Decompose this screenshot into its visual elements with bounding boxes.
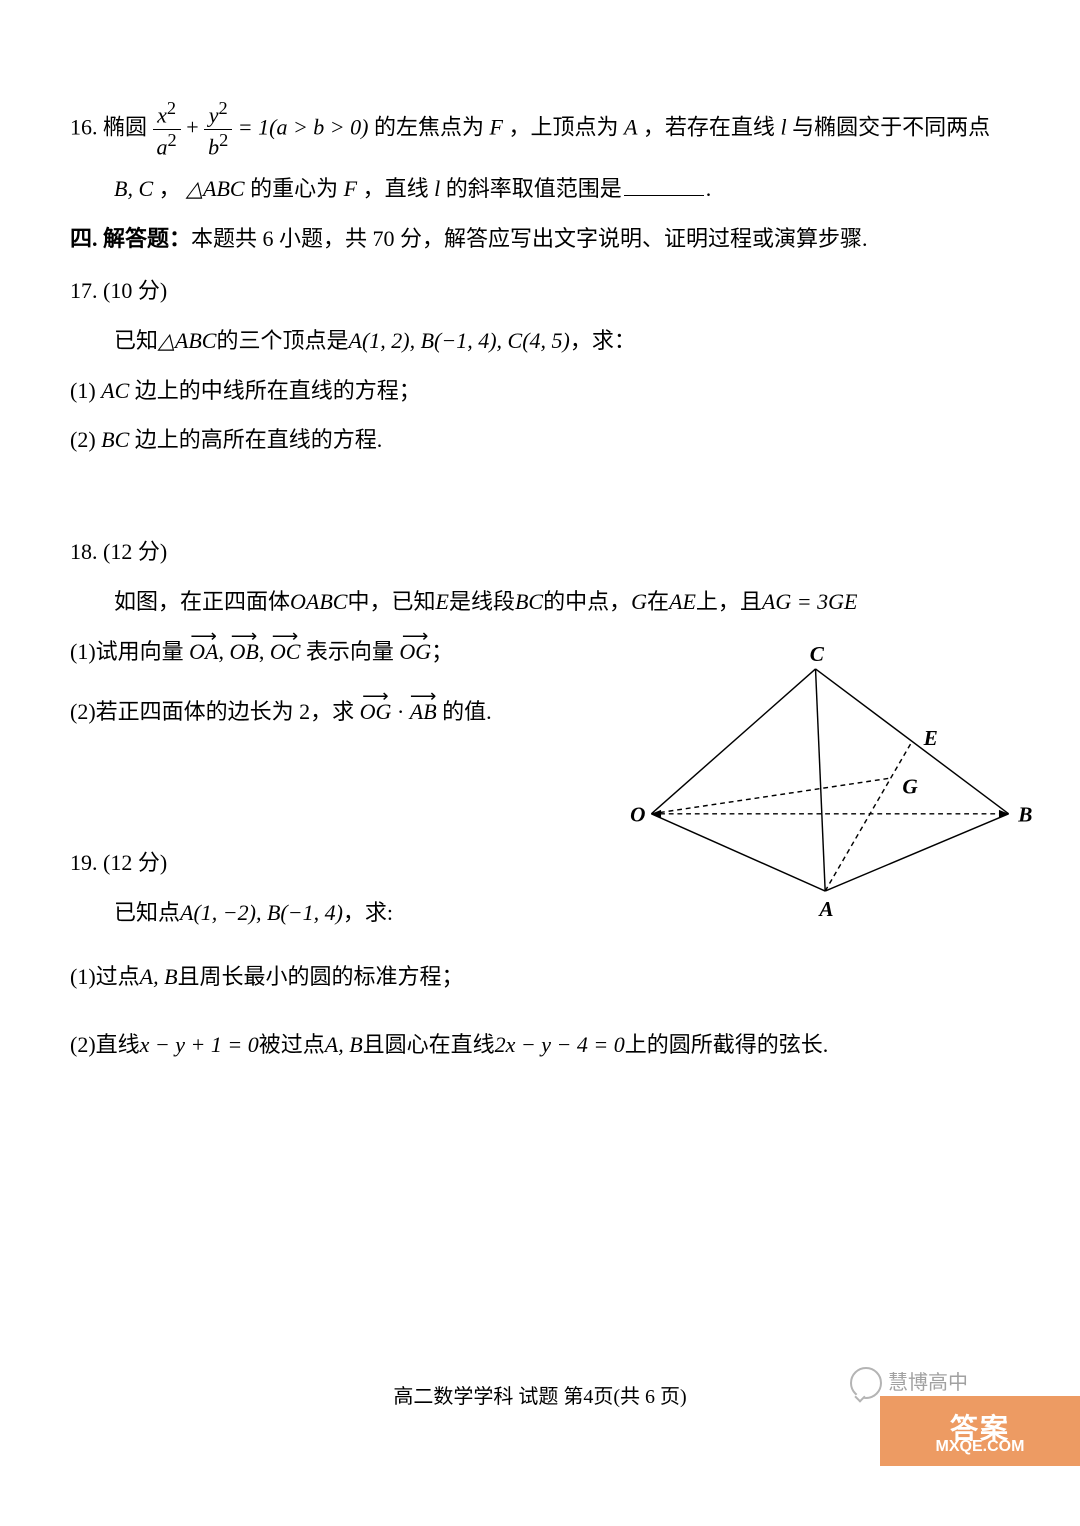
svg-text:E: E <box>923 726 938 750</box>
q16-line1: 16. 椭圆 x2 a2 + y2 b2 = 1(a > b > 0) 的左焦点… <box>70 98 1010 160</box>
q16-text1: 的左焦点为 <box>374 114 484 139</box>
q19-p2: (2)直线x − y + 1 = 0被过点A, B且圆心在直线2x − y − … <box>70 1024 1010 1066</box>
section4-desc: 本题共 6 小题，共 70 分，解答应写出文字说明、证明过程或演算步骤. <box>191 226 868 251</box>
q16-text3: ，若存在直线 <box>643 114 775 139</box>
svg-text:C: C <box>810 642 825 666</box>
watermark-badge: 答案 MXQE.COM <box>880 1396 1080 1466</box>
q16-prefix: 16. 椭圆 <box>70 114 147 139</box>
chat-bubble-icon <box>850 1367 882 1399</box>
vec-oa: OA <box>189 631 218 673</box>
q16-eq: = 1(a > b > 0) <box>238 114 369 139</box>
q16-f: F <box>490 114 503 139</box>
q16-frac1: x2 a2 <box>153 98 181 160</box>
vec-og2: OG <box>360 691 392 733</box>
q16-blank <box>624 173 704 196</box>
q16-text2: ，上顶点为 <box>508 114 618 139</box>
q16-tri: △ABC <box>186 176 244 201</box>
q17: 17. (10 分) 已知△ABC的三个顶点是A(1, 2), B(−1, 4)… <box>70 270 1010 461</box>
q16-bc: B, C <box>114 176 153 201</box>
vec-oc: OC <box>270 631 301 673</box>
q18-num: 18. (12 分) <box>70 531 1010 573</box>
q16-plus: + <box>186 114 198 139</box>
q16-frac2: y2 b2 <box>204 98 232 160</box>
section4: 四. 解答题：本题共 6 小题，共 70 分，解答应写出文字说明、证明过程或演算… <box>70 218 1010 260</box>
svg-text:A: A <box>817 897 833 920</box>
q17-num: 17. (10 分) <box>70 270 1010 312</box>
q16-line2: B, C ， △ABC 的重心为 F ，直线 l 的斜率取值范围是. <box>70 168 1010 210</box>
q17-stem: 已知△ABC的三个顶点是A(1, 2), B(−1, 4), C(4, 5)，求… <box>70 320 1010 362</box>
q16-a: A <box>624 114 637 139</box>
q16-text4: 与椭圆交于不同两点 <box>792 114 990 139</box>
q16-l: l <box>780 114 786 139</box>
svg-text:B: B <box>1017 803 1032 827</box>
q17-p2: (2) BC 边上的高所在直线的方程. <box>70 419 1010 461</box>
q19-p1: (1)过点A, B且周长最小的圆的标准方程； <box>70 956 1010 998</box>
vec-og: OG <box>399 631 431 673</box>
svg-text:G: G <box>902 775 918 799</box>
section4-title: 四. 解答题： <box>70 226 191 251</box>
q18-stem: 如图，在正四面体OABC中，已知E是线段BC的中点，G在AE上，且AG = 3G… <box>70 581 1010 623</box>
watermark: 慧博高中 答案 MXQE.COM <box>850 1356 1080 1466</box>
q17-p1: (1) AC 边上的中线所在直线的方程； <box>70 370 1010 412</box>
svg-text:O: O <box>630 803 645 827</box>
vec-ob: OB <box>229 631 258 673</box>
vec-ab: AB <box>410 691 437 733</box>
tetrahedron-diagram: O A B C E G <box>620 640 1040 920</box>
